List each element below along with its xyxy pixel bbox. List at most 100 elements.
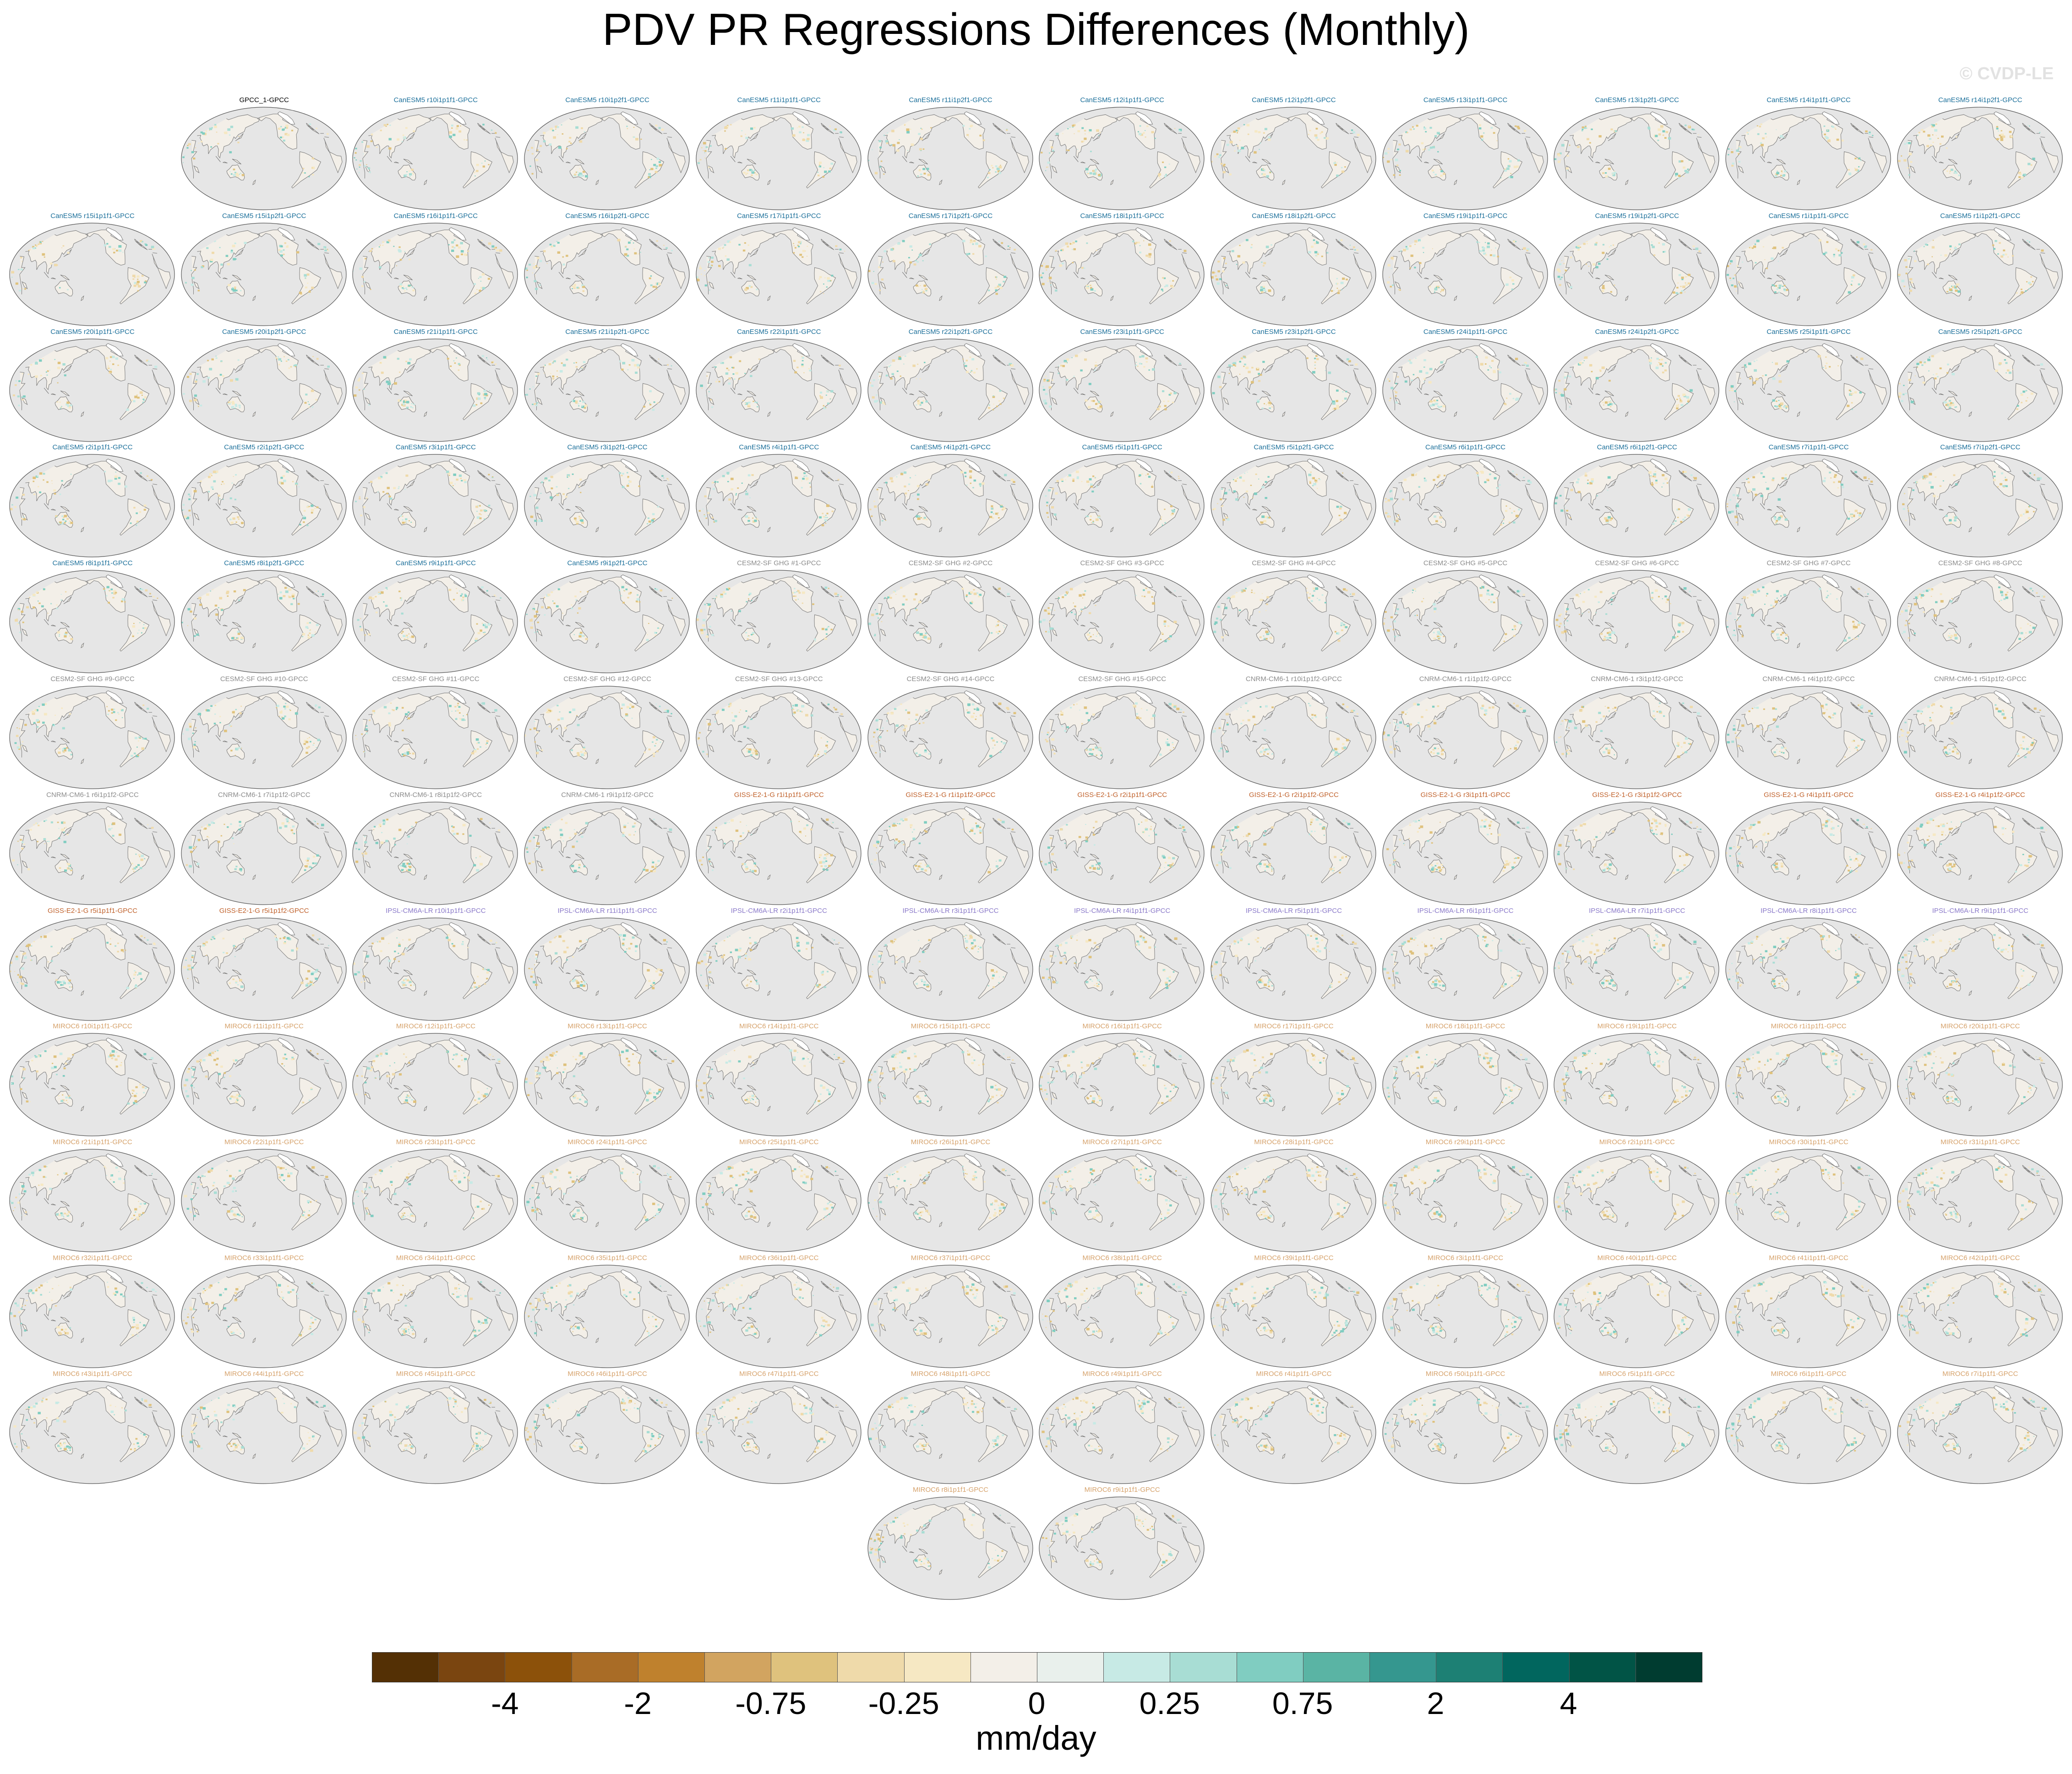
anomaly-cell	[70, 404, 72, 406]
anomaly-cell	[1135, 364, 1137, 366]
anomaly-cell	[878, 266, 880, 268]
anomaly-cell	[738, 360, 741, 362]
anomaly-cell	[21, 396, 23, 398]
anomaly-cell	[1394, 390, 1396, 392]
anomaly-cell	[1947, 363, 1949, 366]
anomaly-cell	[1526, 364, 1529, 367]
anomaly-cell	[894, 591, 895, 592]
anomaly-cell	[878, 140, 881, 142]
anomaly-cell	[456, 127, 458, 130]
anomaly-cell	[995, 171, 997, 173]
anomaly-cell	[1683, 166, 1686, 169]
anomaly-cell	[229, 497, 232, 500]
anomaly-cell	[1863, 476, 1867, 479]
anomaly-cell	[1096, 633, 1098, 635]
globe-border	[696, 107, 862, 210]
anomaly-cell	[1345, 390, 1347, 393]
anomaly-cell	[213, 471, 216, 474]
anomaly-cell	[1928, 481, 1931, 484]
anomaly-cell	[451, 125, 454, 127]
anomaly-cell	[453, 360, 455, 361]
anomaly-cell	[1333, 162, 1336, 164]
anomaly-cell	[581, 127, 583, 129]
map-panel: CanESM5 r19i1p1f1-GPCC	[1380, 212, 1552, 328]
anomaly-cell	[830, 390, 834, 393]
anomaly-cell	[412, 407, 414, 409]
anomaly-cell	[1765, 133, 1767, 135]
ocean-background	[524, 107, 690, 210]
anomaly-cell	[873, 731, 875, 733]
anomaly-cell	[406, 171, 408, 172]
anomaly-cell	[380, 476, 383, 478]
anomaly-cell	[1515, 357, 1518, 360]
anomaly-cell	[1308, 597, 1310, 599]
anomaly-cell	[1260, 599, 1263, 601]
anomaly-cell	[731, 366, 733, 368]
anomaly-cell	[867, 270, 870, 272]
anomaly-cell	[398, 488, 400, 490]
anomaly-cell	[572, 288, 573, 289]
anomaly-cell	[818, 278, 820, 280]
anomaly-cell	[570, 142, 572, 144]
anomaly-cell	[891, 373, 894, 375]
anomaly-cell	[17, 623, 19, 625]
globe-border	[181, 107, 347, 210]
anomaly-cell	[636, 598, 640, 601]
anomaly-cell	[1006, 707, 1009, 709]
anomaly-cell	[1489, 366, 1491, 367]
panel-title: CESM2-SF GHG #1-GPCC	[737, 559, 821, 568]
anomaly-cell	[51, 480, 53, 481]
anomaly-cell	[1314, 242, 1316, 245]
anomaly-cell	[1599, 370, 1602, 372]
anomaly-cell	[464, 481, 467, 484]
anomaly-cell	[1228, 489, 1230, 491]
anomaly-cell	[628, 241, 631, 244]
anomaly-cell	[407, 753, 409, 755]
anomaly-cell	[1577, 478, 1580, 480]
anomaly-cell	[137, 754, 139, 756]
anomaly-cell	[1509, 508, 1511, 509]
anomaly-cell	[1826, 137, 1829, 140]
anomaly-cell	[1385, 501, 1387, 503]
anomaly-cell	[920, 150, 921, 151]
anomaly-cell	[1588, 589, 1590, 591]
anomaly-cell	[1930, 486, 1934, 489]
anomaly-cell	[1088, 637, 1091, 639]
anomaly-cell	[710, 264, 713, 267]
anomaly-cell	[576, 521, 579, 524]
anomaly-cell	[547, 708, 550, 711]
anomaly-cell	[530, 516, 534, 519]
anomaly-cell	[871, 149, 873, 150]
anomaly-cell	[578, 172, 582, 175]
anomaly-cell	[1512, 240, 1516, 243]
anomaly-cell	[231, 288, 234, 290]
anomaly-cell	[801, 256, 804, 258]
map-panel: CanESM5 r19i1p2f1-GPCC	[1551, 212, 1723, 328]
anomaly-cell	[1423, 127, 1426, 130]
anomaly-cell	[2028, 506, 2030, 508]
anomaly-cell	[1905, 273, 1908, 274]
anomaly-cell	[1003, 625, 1004, 626]
anomaly-cell	[1992, 244, 1994, 246]
anomaly-cell	[573, 362, 575, 364]
anomaly-cell	[1222, 165, 1225, 167]
map-panel: CESM2-SF GHG #13-GPCC	[693, 675, 865, 791]
anomaly-cell	[556, 605, 559, 608]
anomaly-cell	[1665, 601, 1668, 603]
anomaly-cell	[192, 157, 196, 160]
anomaly-cell	[1312, 477, 1315, 480]
anomaly-cell	[406, 289, 408, 290]
anomaly-cell	[243, 241, 247, 244]
anomaly-cell	[1948, 399, 1951, 402]
anomaly-cell	[42, 253, 45, 256]
anomaly-cell	[1560, 509, 1564, 512]
anomaly-cell	[976, 592, 978, 594]
anomaly-cell	[1267, 633, 1268, 634]
anomaly-cell	[633, 248, 635, 250]
anomaly-cell	[557, 134, 558, 135]
anomaly-cell	[36, 591, 38, 593]
anomaly-cell	[703, 142, 706, 145]
anomaly-cell	[1564, 509, 1565, 511]
anomaly-cell	[229, 134, 230, 136]
anomaly-cell	[290, 366, 292, 367]
